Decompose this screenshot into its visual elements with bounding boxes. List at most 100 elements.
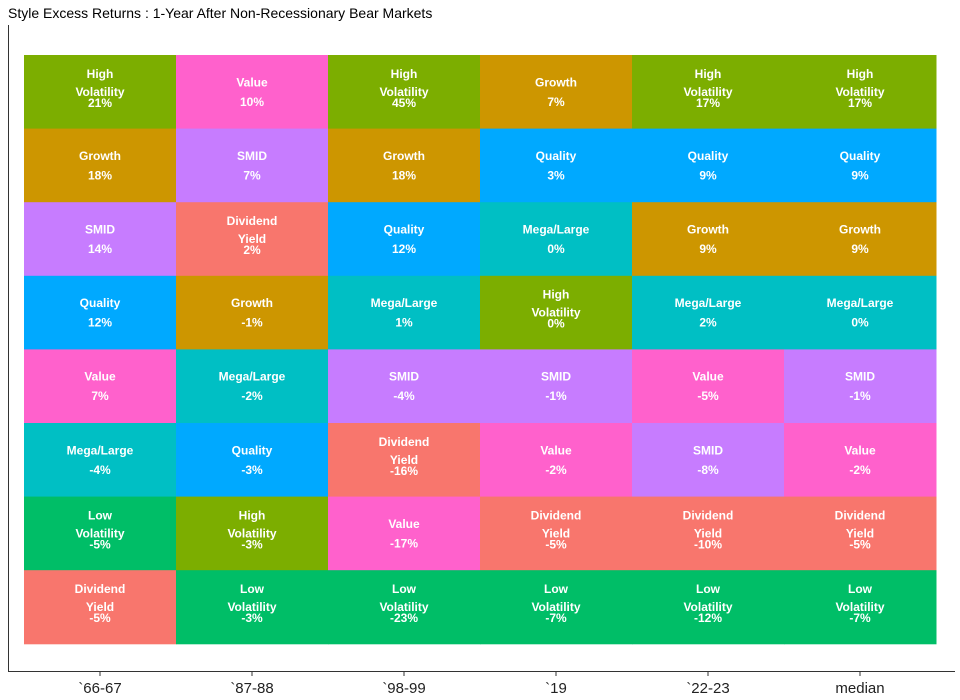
tile-98-99-growth: Growth 18% [328, 128, 481, 203]
tile-rect [24, 496, 177, 571]
tile-style-label: Low [696, 582, 721, 596]
tile-style-label: Quality [232, 443, 273, 457]
tile-style-label: Value [236, 75, 268, 89]
tile-value-label: -7% [849, 611, 871, 625]
tile-value-label: 17% [848, 96, 872, 110]
tile-87-88-growth: Growth -1% [176, 275, 329, 350]
tile-rect [632, 423, 785, 498]
tile-19-smid: SMID -1% [480, 349, 633, 424]
tile-value-label: 7% [243, 168, 261, 182]
tile-rect [480, 570, 633, 645]
x-tick-label: `98-99 [382, 680, 425, 697]
tile-value-label: 7% [547, 95, 565, 109]
tile-66-67-value: Value 7% [24, 349, 177, 424]
tile-66-67-dividend-yield: Dividend Yield-5% [24, 570, 177, 645]
tile-rect [24, 275, 177, 350]
tile-value-label: -3% [241, 537, 263, 551]
tile-22-23-quality: Quality 9% [632, 128, 785, 203]
tile-rect [784, 55, 937, 130]
tile-style-label: Mega/Large [827, 296, 894, 310]
tile-rect [24, 202, 177, 277]
tile-98-99-low-volatility: Low Volatility-23% [328, 570, 481, 645]
x-tick-label: median [835, 680, 884, 697]
tile-style-label: Volatility [531, 600, 580, 614]
tile-style-label: Mega/Large [67, 443, 134, 457]
tile-rect [632, 496, 785, 571]
tile-style-label: Growth [535, 75, 577, 89]
tile-rect [480, 202, 633, 277]
tile-value-label: -1% [241, 316, 263, 330]
tile-style-label: Quality [80, 296, 121, 310]
tile-style-label: Volatility [835, 85, 884, 99]
tile-value-label: -5% [89, 611, 111, 625]
tile-value-label: -23% [390, 611, 418, 625]
tile-rect [784, 202, 937, 277]
tile-rect [176, 275, 329, 350]
tile-value-label: 7% [91, 389, 109, 403]
tile-value-label: 21% [88, 96, 112, 110]
tile-rect [480, 275, 633, 350]
tile-22-23-low-volatility: Low Volatility-12% [632, 570, 785, 645]
tile-rect [328, 570, 481, 645]
tile-value-label: -12% [694, 611, 722, 625]
tile-rect [784, 570, 937, 645]
tile-median-mega-large: Mega/Large 0% [784, 275, 937, 350]
tile-style-label: Volatility [379, 85, 428, 99]
tile-style-label: Volatility [835, 600, 884, 614]
x-tick-label: `87-88 [230, 680, 273, 697]
tile-style-label: Dividend [531, 508, 582, 522]
tile-style-label: Dividend [379, 435, 430, 449]
tile-median-growth: Growth 9% [784, 202, 937, 277]
tile-rect [24, 128, 177, 203]
tile-style-label: Quality [688, 149, 729, 163]
tile-median-dividend-yield: Dividend Yield-5% [784, 496, 937, 571]
tile-style-label: Yield [238, 232, 266, 246]
tile-style-label: Quality [840, 149, 881, 163]
tile-style-label: Dividend [835, 508, 886, 522]
x-tick-label: `22-23 [686, 680, 729, 697]
tile-87-88-smid: SMID 7% [176, 128, 329, 203]
tile-value-label: 18% [88, 168, 112, 182]
tile-style-label: Low [392, 582, 417, 596]
tile-value-label: 9% [699, 168, 717, 182]
tile-22-23-growth: Growth 9% [632, 202, 785, 277]
tile-value-label: 12% [392, 242, 416, 256]
tile-66-67-quality: Quality 12% [24, 275, 177, 350]
tile-style-label: Volatility [75, 85, 124, 99]
tile-98-99-value: Value -17% [328, 496, 481, 571]
tile-19-value: Value -2% [480, 423, 633, 498]
tile-value-label: 9% [851, 242, 869, 256]
tile-rect [784, 349, 937, 424]
tile-66-67-smid: SMID 14% [24, 202, 177, 277]
tile-rect [784, 128, 937, 203]
tile-98-99-mega-large: Mega/Large 1% [328, 275, 481, 350]
tile-19-quality: Quality 3% [480, 128, 633, 203]
tile-style-label: Volatility [531, 306, 580, 320]
tile-style-label: Yield [86, 600, 114, 614]
tile-value-label: -10% [694, 537, 722, 551]
tile-value-label: 12% [88, 316, 112, 330]
tile-value-label: 9% [699, 242, 717, 256]
tile-rect [480, 55, 633, 130]
tile-style-label: High [543, 288, 570, 302]
tile-value-label: -1% [849, 389, 871, 403]
tile-rect [632, 128, 785, 203]
tile-22-23-mega-large: Mega/Large 2% [632, 275, 785, 350]
tile-style-label: SMID [693, 443, 723, 457]
tile-value-label: -17% [390, 536, 418, 550]
tile-value-label: 0% [547, 242, 565, 256]
tile-rect [784, 423, 937, 498]
tile-value-label: 9% [851, 168, 869, 182]
tile-rect [480, 423, 633, 498]
tile-style-label: Volatility [379, 600, 428, 614]
tile-style-label: Dividend [75, 582, 126, 596]
tile-style-label: Volatility [683, 85, 732, 99]
tile-style-label: Growth [839, 223, 881, 237]
tile-19-growth: Growth 7% [480, 55, 633, 130]
tile-rect [328, 423, 481, 498]
tile-value-label: 0% [547, 317, 565, 331]
